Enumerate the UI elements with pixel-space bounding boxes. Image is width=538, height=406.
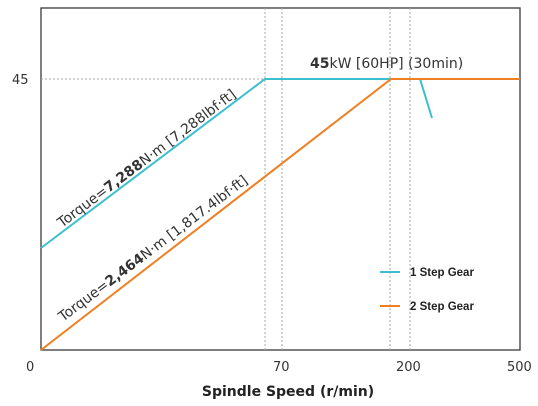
- series-line-2-step-gear: [40, 78, 520, 351]
- legend-label-1-step-gear: 1 Step Gear: [410, 267, 474, 279]
- torque-1-prefix: Torque=: [54, 183, 111, 232]
- torque-1-rest: N·m [7,288lbf·ft]: [137, 87, 240, 170]
- power-value: 45: [310, 56, 329, 72]
- x-tick-label-500: 500: [507, 360, 532, 375]
- torque-1-value: 7,288: [101, 157, 146, 196]
- power-annotation: 45kW [60HP] (30min): [310, 56, 463, 72]
- x-axis-title: Spindle Speed (r/min): [202, 384, 374, 400]
- torque-2-rest: N·m [1,817.4lbf·ft]: [138, 173, 251, 264]
- x-tick-label-70: 70: [273, 360, 290, 375]
- plot-frame: [40, 7, 521, 351]
- x-tick-label-0: 0: [26, 360, 34, 375]
- power-rest: kW [60HP] (30min): [329, 56, 463, 72]
- y-tick-label-45: 45: [12, 73, 29, 88]
- legend-label-2-step-gear: 2 Step Gear: [410, 301, 474, 313]
- reference-lines: [41, 8, 411, 350]
- series-line-1-step-gear: [40, 78, 433, 249]
- x-tick-label-200: 200: [396, 360, 421, 375]
- legend: 1 Step Gear 2 Step Gear: [380, 267, 474, 313]
